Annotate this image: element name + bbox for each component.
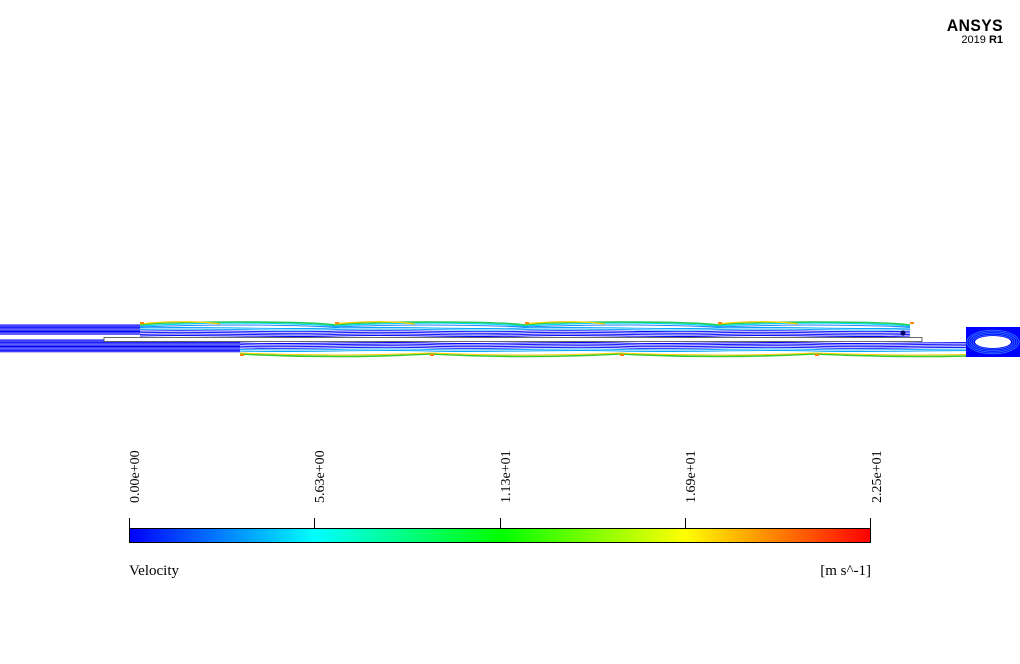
streamline — [239, 341, 431, 345]
streamline — [429, 346, 621, 349]
high-velocity-streamline — [619, 353, 816, 358]
vortex-streamline — [966, 329, 1020, 355]
vortex-core — [975, 336, 1011, 348]
streamline — [524, 330, 719, 333]
streamline — [334, 326, 526, 330]
high-velocity-streamline — [139, 321, 336, 326]
legend-variable-label: Velocity — [129, 563, 179, 579]
streamline — [619, 345, 816, 348]
ansys-logo-version: 2019 R1 — [961, 34, 1003, 46]
streamline — [619, 348, 816, 351]
streamline — [239, 345, 431, 348]
colorbar-tick-mark — [129, 518, 130, 528]
streamline — [139, 330, 336, 333]
streamline — [139, 326, 336, 330]
streamline — [524, 334, 719, 338]
vortex-streamline — [970, 332, 1016, 352]
streamline — [139, 331, 336, 334]
colorbar-tick-mark — [500, 518, 501, 528]
colorbar-tick-label: 1.13e+01 — [499, 450, 514, 503]
streamline — [619, 349, 816, 353]
streamline — [334, 330, 526, 333]
streamline — [619, 341, 816, 345]
colorbar-tick-label: 0.00e+00 — [128, 450, 143, 503]
streamline — [717, 330, 911, 333]
streamline — [429, 341, 621, 345]
streamline — [619, 343, 816, 346]
high-velocity-streamline — [239, 352, 431, 356]
colorbar-tick-label: 1.69e+01 — [684, 450, 699, 503]
ansys-logo-name: ANSYS — [946, 16, 1003, 35]
streamline — [717, 326, 911, 330]
streamline — [239, 346, 431, 349]
streamline-plot — [0, 321, 1020, 358]
high-velocity-streamline — [524, 321, 719, 326]
streamline — [717, 334, 911, 338]
streamline — [139, 328, 336, 331]
streamline — [429, 348, 621, 351]
colorbar-tick-mark — [870, 518, 871, 528]
streamline — [524, 333, 719, 336]
high-velocity-streamline — [429, 353, 621, 358]
streamline — [619, 346, 816, 349]
high-velocity-streamline — [334, 321, 526, 326]
high-velocity-streamline — [334, 321, 416, 325]
high-velocity-streamline — [239, 353, 431, 358]
vortex-streamline — [972, 334, 1014, 350]
streamline — [524, 331, 719, 334]
streamline — [334, 322, 526, 327]
streamline — [429, 343, 621, 346]
high-velocity-streamline — [429, 352, 621, 356]
streamline — [334, 324, 526, 328]
streamline — [429, 345, 621, 348]
colorbar-tick-mark — [314, 518, 315, 528]
streamline — [139, 333, 336, 336]
vortex-streamline — [968, 331, 1018, 353]
velocity-colorbar — [129, 528, 871, 543]
streamline — [717, 328, 911, 331]
streamlines — [0, 321, 1020, 358]
streamline — [334, 331, 526, 334]
streamline — [717, 322, 911, 327]
streamline — [717, 333, 911, 336]
colorbar-tick-label: 2.25e+01 — [870, 450, 885, 503]
streamline — [139, 334, 336, 338]
streamline — [334, 334, 526, 338]
colorbar-tick-mark — [685, 518, 686, 528]
streamline — [334, 328, 526, 331]
central-baffle — [103, 337, 923, 342]
streamline — [334, 333, 526, 336]
streamline — [139, 322, 336, 327]
colorbar-tick-label: 5.63e+00 — [313, 450, 328, 503]
streamline — [524, 324, 719, 328]
ansys-logo: ANSYS 2019 R1 — [942, 17, 1003, 46]
streamline — [717, 331, 911, 334]
baffles — [103, 322, 923, 356]
high-velocity-streamline — [717, 321, 799, 325]
streamline — [717, 324, 911, 328]
outlet-recirculation — [900, 327, 1020, 357]
high-velocity-streamline — [717, 321, 911, 326]
streamline — [239, 349, 431, 353]
high-velocity-streamline — [524, 321, 606, 325]
streamline — [524, 326, 719, 330]
vortex-marker — [900, 330, 906, 336]
streamline — [239, 343, 431, 346]
streamline — [139, 324, 336, 328]
high-velocity-streamline — [139, 321, 221, 325]
streamline — [524, 322, 719, 327]
streamline — [429, 349, 621, 353]
streamline — [524, 328, 719, 331]
high-velocity-streamline — [619, 352, 816, 356]
legend-units-label: [m s^-1] — [820, 563, 871, 579]
streamline — [239, 348, 431, 351]
